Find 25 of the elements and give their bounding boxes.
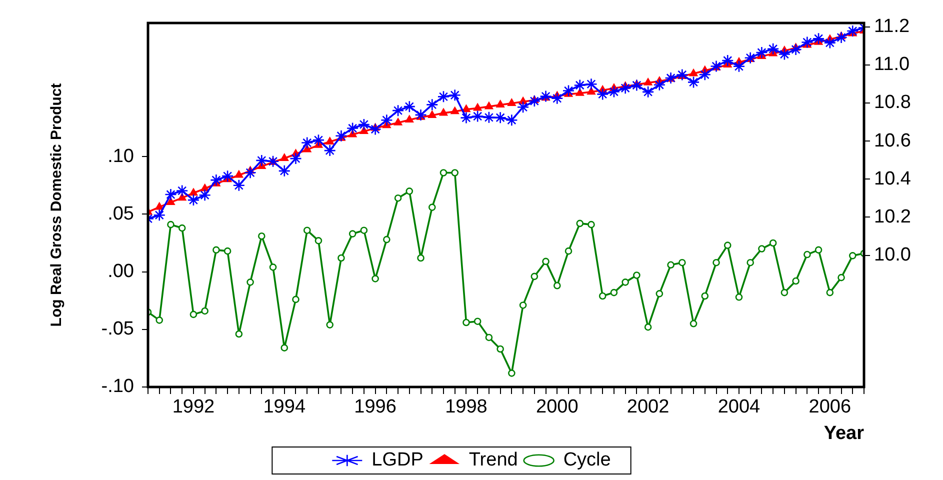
y-tick-label: -.10 (101, 376, 134, 398)
y2-tick-label: 11.0 (874, 54, 910, 76)
x-tick-label: 1998 (445, 396, 488, 418)
x-tick-label: 1996 (354, 396, 396, 418)
y-tick-label: -.05 (101, 318, 134, 340)
x-tick-label: 2006 (808, 396, 852, 418)
y2-tick-label: 10.6 (874, 130, 911, 152)
x-tick-label: 1992 (172, 396, 215, 418)
x-tick-label: 1994 (263, 396, 306, 418)
y2-tick-label: 10.0 (874, 244, 911, 266)
y-tick-label: .10 (108, 146, 134, 167)
x-tick-label: 2002 (626, 396, 670, 418)
legend-label: Trend (468, 450, 518, 471)
x-axis-title: Year (824, 422, 865, 444)
legend-label: Cycle (563, 450, 611, 471)
y2-tick-label: 10.4 (874, 168, 912, 190)
x-tick-label: 2000 (536, 396, 578, 418)
y-tick-label: .05 (108, 203, 134, 224)
y2-tick-label: 11.2 (874, 16, 910, 38)
y-tick-label: .00 (108, 261, 134, 282)
y-axis-title: Log Real Gross Domestic Product (48, 83, 66, 327)
legend-label: LGDP (372, 450, 424, 471)
x-tick-label: 2004 (718, 396, 761, 418)
y2-tick-label: 10.2 (874, 206, 911, 228)
y2-tick-label: 10.8 (874, 92, 911, 114)
